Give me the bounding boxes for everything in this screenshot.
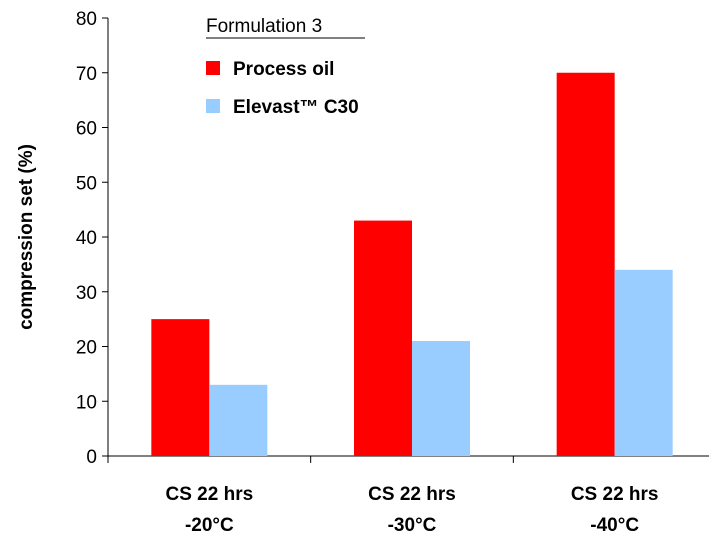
legend-label: Elevast™ C30 — [233, 97, 359, 118]
bar-elevast-c30 — [209, 384, 268, 456]
y-axis-label: compression set (%) — [16, 144, 37, 330]
legend: Formulation 3 Process oil Elevast™ C30 — [206, 16, 365, 118]
legend-label: Process oil — [233, 59, 334, 80]
bars — [151, 72, 673, 456]
bar-process-oil — [556, 72, 615, 456]
legend-swatch — [206, 61, 220, 75]
y-tick-label: 0 — [86, 447, 97, 468]
y-axis-ticks: 0 10 20 30 40 50 60 70 80 — [76, 9, 108, 468]
x-axis-categories: CS 22 hrs -20°C CS 22 hrs -30°C CS 22 hrs -40… — [166, 484, 659, 536]
x-category-label: CS 22 hrs — [368, 484, 456, 505]
bar-elevast-c30 — [614, 269, 673, 456]
y-tick-label: 20 — [76, 338, 97, 359]
y-tick-label: 60 — [76, 119, 97, 140]
x-category-label: -30°C — [388, 515, 437, 536]
bar-process-oil — [354, 220, 412, 456]
x-category-label: -40°C — [590, 515, 639, 536]
y-tick-label: 40 — [76, 228, 97, 249]
x-category-label: CS 22 hrs — [166, 484, 254, 505]
bar-elevast-c30 — [412, 341, 470, 456]
legend-title: Formulation 3 — [206, 16, 322, 37]
y-tick-label: 80 — [76, 9, 97, 30]
y-tick-label: 30 — [76, 283, 97, 304]
y-tick-label: 50 — [76, 173, 97, 194]
legend-swatch — [206, 99, 220, 113]
x-category-label: -20°C — [185, 515, 234, 536]
bar-process-oil — [151, 319, 210, 456]
x-category-label: CS 22 hrs — [571, 484, 659, 505]
y-tick-label: 10 — [76, 392, 97, 413]
y-tick-label: 70 — [76, 64, 97, 85]
